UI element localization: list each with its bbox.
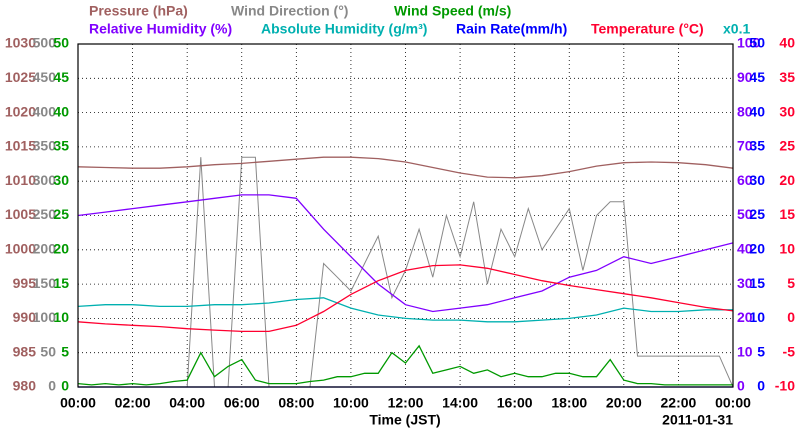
- x-tick-label: 08:00: [278, 395, 314, 411]
- y-tick-label: 100: [33, 309, 57, 325]
- y-tick-label: 40: [779, 35, 795, 51]
- y-tick-label: 0: [61, 378, 69, 394]
- legend-entry: Relative Humidity (%): [89, 21, 232, 37]
- y-tick-label: 25: [749, 206, 765, 222]
- y-tick-label: 100: [737, 35, 761, 51]
- y-tick-label: 30: [779, 103, 795, 119]
- legend-entry: Pressure (hPa): [89, 3, 188, 19]
- y-tick-label: 10: [53, 309, 69, 325]
- y-tick-label: 30: [53, 172, 69, 188]
- y-tick-label: 90: [737, 69, 753, 85]
- y-tick-label: 200: [33, 241, 57, 257]
- x-tick-label: 00:00: [715, 395, 751, 411]
- y-tick-label: 150: [33, 275, 57, 291]
- y-tick-label: 35: [779, 69, 795, 85]
- y-tick-label: 300: [33, 172, 57, 188]
- y-tick-label: 0: [757, 378, 765, 394]
- y-tick-label: 5: [787, 275, 795, 291]
- y-tick-label: 0: [787, 309, 795, 325]
- y-tick-label: 45: [53, 69, 69, 85]
- legend-entry: Wind Speed (m/s): [394, 3, 511, 19]
- x-tick-label: 22:00: [661, 395, 697, 411]
- series-line: [77, 297, 733, 323]
- y-tick-label: 80: [737, 103, 753, 119]
- x-tick-label: 04:00: [169, 395, 205, 411]
- y-tick-label: 1030: [5, 35, 36, 51]
- x-tick-label: 14:00: [442, 395, 478, 411]
- y-tick-label: 980: [13, 378, 37, 394]
- series-line: [77, 156, 734, 179]
- y-tick-label: 1015: [5, 138, 36, 154]
- x-tick-label: 20:00: [606, 395, 642, 411]
- y-tick-label: 50: [737, 206, 753, 222]
- y-tick-label: 1010: [5, 172, 36, 188]
- y-tick-label: 5: [61, 343, 69, 359]
- legend-entry: Wind Direction (°): [231, 3, 348, 19]
- y-tick-label: -5: [783, 343, 796, 359]
- x-axis-title: Time (JST): [369, 412, 440, 428]
- y-tick-label: 50: [40, 343, 56, 359]
- x-tick-label: 18:00: [551, 395, 587, 411]
- y-tick-label: 1020: [5, 103, 36, 119]
- y-tick-label: 60: [737, 172, 753, 188]
- legend-entry: Temperature (°C): [591, 21, 704, 37]
- y-tick-label: 1000: [5, 241, 36, 257]
- y-tick-label: 15: [779, 206, 795, 222]
- x-tick-label: 06:00: [224, 395, 260, 411]
- y-tick-label: 10: [749, 309, 765, 325]
- y-tick-label: 20: [749, 241, 765, 257]
- x-tick-label: 10:00: [333, 395, 369, 411]
- y-tick-label: 30: [737, 275, 753, 291]
- y-tick-label: 20: [779, 172, 795, 188]
- x-tick-label: 02:00: [115, 395, 151, 411]
- series-line: [77, 194, 734, 313]
- scale-note: x0.1: [723, 21, 750, 37]
- y-tick-label: 35: [749, 138, 765, 154]
- x-tick-label: 16:00: [497, 395, 533, 411]
- y-tick-label: 40: [737, 241, 753, 257]
- y-tick-label: 0: [48, 378, 56, 394]
- y-tick-label: 400: [33, 103, 57, 119]
- y-tick-label: 990: [13, 309, 37, 325]
- y-tick-label: 25: [53, 206, 69, 222]
- y-tick-label: 1005: [5, 206, 36, 222]
- y-tick-label: 50: [53, 35, 69, 51]
- x-tick-label: 00:00: [60, 395, 96, 411]
- y-tick-label: 500: [33, 35, 57, 51]
- y-tick-label: 985: [13, 343, 37, 359]
- date-label: 2011-01-31: [662, 412, 733, 428]
- y-tick-label: 50: [749, 35, 765, 51]
- plot-frame: [77, 43, 734, 388]
- y-tick-label: 5: [757, 343, 765, 359]
- y-tick-label: 250: [33, 206, 57, 222]
- y-tick-label: 995: [13, 275, 37, 291]
- x-tick-label: 12:00: [388, 395, 424, 411]
- y-tick-label: 40: [749, 103, 765, 119]
- y-tick-label: 45: [749, 69, 765, 85]
- y-tick-label: 20: [737, 309, 753, 325]
- y-tick-label: 10: [737, 343, 753, 359]
- y-tick-label: -10: [775, 378, 795, 394]
- y-tick-label: 70: [737, 138, 753, 154]
- y-tick-label: 0: [737, 378, 745, 394]
- y-tick-label: 15: [749, 275, 765, 291]
- y-tick-label: 350: [33, 138, 57, 154]
- y-tick-label: 450: [33, 69, 57, 85]
- y-tick-label: 30: [749, 172, 765, 188]
- legend-entry: Rain Rate(mm/h): [456, 21, 567, 37]
- series-line: [77, 344, 733, 386]
- y-tick-label: 10: [779, 241, 795, 257]
- y-tick-label: 20: [53, 241, 69, 257]
- series-line: [77, 264, 734, 333]
- legend-entry: Absolute Humidity (g/m³): [261, 21, 427, 37]
- y-tick-label: 1025: [5, 69, 36, 85]
- y-tick-label: 35: [53, 138, 69, 154]
- y-tick-label: 40: [53, 103, 69, 119]
- y-tick-label: 25: [779, 138, 795, 154]
- y-tick-label: 15: [53, 275, 69, 291]
